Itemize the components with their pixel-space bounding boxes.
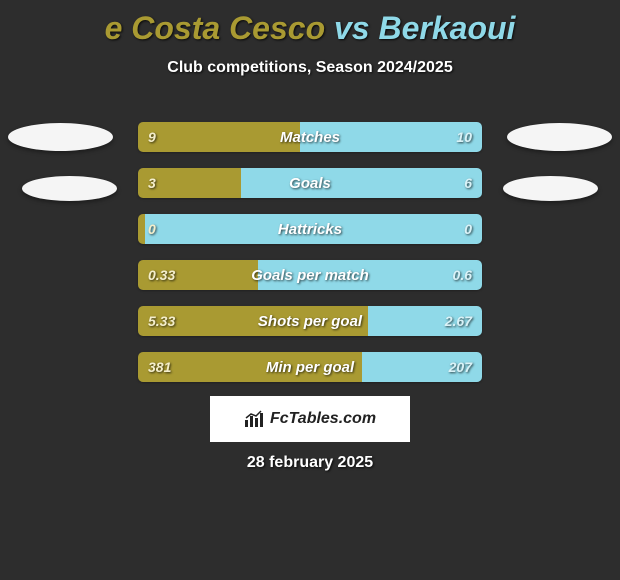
stat-bar-right-value: 2.67 bbox=[445, 306, 472, 336]
stat-bar: Hattricks0 0 bbox=[138, 214, 482, 244]
left-player-oval-2 bbox=[22, 176, 117, 201]
stat-bar-left-value: 3 bbox=[148, 168, 156, 198]
stat-bar-label: Hattricks bbox=[138, 214, 482, 244]
title-left-player: e Costa Cesco bbox=[105, 10, 326, 46]
stat-bar: Min per goal381 207 bbox=[138, 352, 482, 382]
stat-bars-container: Matches9 10 Goals3 6 Hattricks0 0 Goals per ma… bbox=[138, 122, 482, 398]
stat-bar-left-value: 5.33 bbox=[148, 306, 175, 336]
stat-bar-label: Matches bbox=[138, 122, 482, 152]
stat-bar-label: Shots per goal bbox=[138, 306, 482, 336]
stat-bar-left-value: 0 bbox=[148, 214, 156, 244]
stat-bar: Matches9 10 bbox=[138, 122, 482, 152]
stat-bar: Goals3 6 bbox=[138, 168, 482, 198]
right-player-oval-1 bbox=[507, 123, 612, 151]
stat-bar: Shots per goal5.33 2.67 bbox=[138, 306, 482, 336]
stat-bar-right-value: 0.6 bbox=[453, 260, 472, 290]
date-label: 28 february 2025 bbox=[0, 454, 620, 472]
stat-bar-right-value: 10 bbox=[456, 122, 472, 152]
title-right-player: Berkaoui bbox=[378, 10, 515, 46]
stat-bar-label: Min per goal bbox=[138, 352, 482, 382]
stat-bar-right-value: 207 bbox=[449, 352, 472, 382]
stat-bar-right-value: 0 bbox=[464, 214, 472, 244]
right-player-oval-2 bbox=[503, 176, 598, 201]
stat-bar-left-value: 0.33 bbox=[148, 260, 175, 290]
comparison-title: e Costa Cesco vs Berkaoui bbox=[0, 0, 620, 47]
subtitle: Club competitions, Season 2024/2025 bbox=[0, 59, 620, 77]
left-player-oval-1 bbox=[8, 123, 113, 151]
watermark-text: FcTables.com bbox=[270, 410, 376, 428]
title-vs: vs bbox=[325, 10, 378, 46]
stat-bar-left-value: 9 bbox=[148, 122, 156, 152]
chart-icon bbox=[244, 410, 264, 428]
stat-bar: Goals per match0.33 0.6 bbox=[138, 260, 482, 290]
stat-bar-label: Goals per match bbox=[138, 260, 482, 290]
stat-bar-right-value: 6 bbox=[464, 168, 472, 198]
stat-bar-label: Goals bbox=[138, 168, 482, 198]
watermark-badge: FcTables.com bbox=[210, 396, 410, 442]
stat-bar-left-value: 381 bbox=[148, 352, 171, 382]
